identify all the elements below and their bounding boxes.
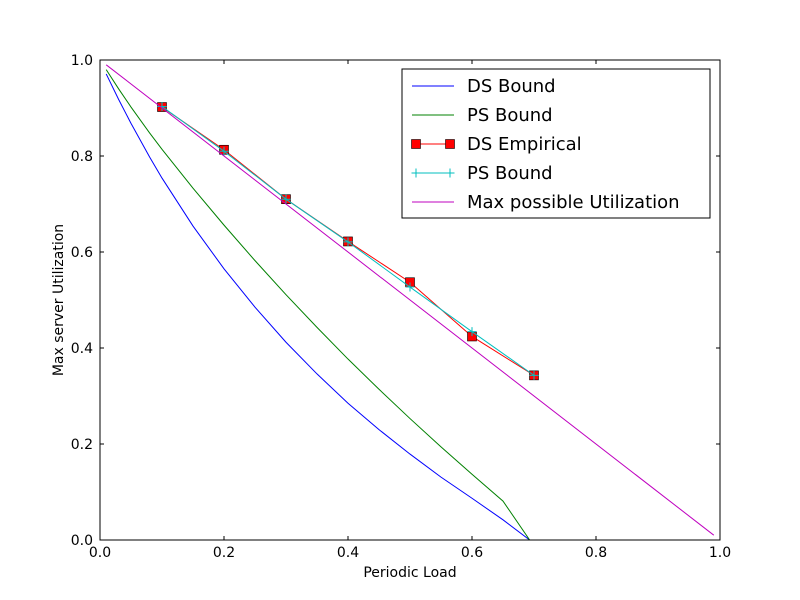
- x-axis-label: Periodic Load: [363, 565, 456, 581]
- series-line-4: [105, 64, 715, 536]
- series-3-point-4: [405, 282, 415, 292]
- x-tick-label-3: 0.6: [461, 545, 483, 561]
- x-tick-label-0: 0.0: [89, 545, 111, 561]
- ticks-layer: 0.0 0.2 0.4 0.6 0.8 1.0 0.0 0.2 0.4 0.6 0.8 1.0: [71, 53, 731, 561]
- legend-marker-3-0: [411, 168, 421, 178]
- series-layer: [105, 64, 715, 540]
- x-tick-label-5: 1.0: [709, 545, 731, 561]
- series-3-point-2: [281, 194, 291, 204]
- y-tick-label-4: 0.8: [71, 149, 93, 165]
- legend-marker-2-0: [411, 139, 421, 149]
- series-3-point-1: [219, 146, 229, 156]
- legend-label-2: DS Empirical: [467, 134, 582, 155]
- x-tick-label-1: 0.2: [213, 545, 235, 561]
- x-tick-label-4: 0.8: [585, 545, 607, 561]
- legend-marker-2-1: [445, 139, 455, 149]
- y-tick-label-1: 0.2: [71, 437, 93, 453]
- series-3-point-5: [467, 327, 477, 337]
- y-tick-label-0: 0.0: [71, 533, 93, 549]
- series-3-point-3: [343, 237, 353, 247]
- y-tick-label-3: 0.6: [71, 245, 93, 261]
- series-line-0: [105, 73, 530, 540]
- legend-marker-3-1: [445, 168, 455, 178]
- series-3-point-6: [529, 370, 539, 380]
- series-line-1: [105, 69, 531, 540]
- x-tick-label-2: 0.4: [337, 545, 359, 561]
- legend: DS Bound PS Bound DS Empirical PS Bound Max …: [401, 68, 711, 219]
- plot-frame: [99, 59, 721, 541]
- y-axis-label: Max server Utilization: [51, 224, 67, 376]
- series-3-point-0: [157, 102, 167, 112]
- legend-label-4: Max possible Utilization: [467, 192, 680, 213]
- legend-label-0: DS Bound: [467, 76, 556, 97]
- legend-label-1: PS Bound: [467, 105, 553, 126]
- legend-label-3: PS Bound: [467, 163, 553, 184]
- y-tick-label-2: 0.4: [71, 341, 93, 357]
- y-tick-label-5: 1.0: [71, 53, 93, 69]
